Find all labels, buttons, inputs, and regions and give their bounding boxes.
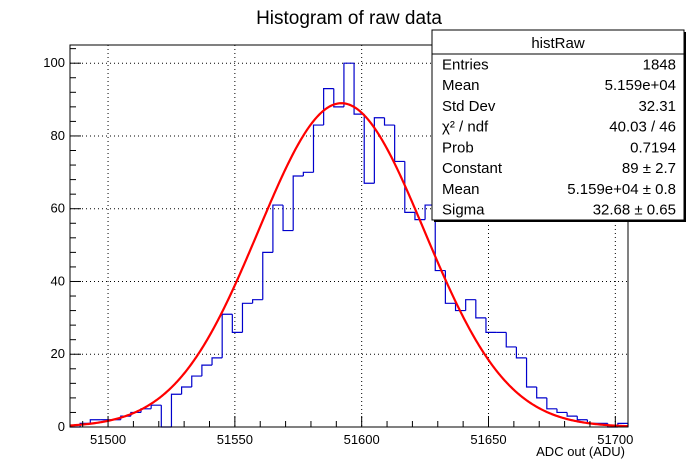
chart-title: Histogram of raw data — [256, 8, 442, 29]
histogram-bin — [150, 404, 162, 409]
histogram-bin — [465, 299, 476, 311]
stats-row-label: Sigma — [442, 202, 485, 219]
y-tick-label: 20 — [51, 346, 65, 361]
histogram-bin — [475, 299, 486, 319]
histogram-bin — [373, 117, 385, 184]
histogram-bin — [312, 124, 324, 173]
y-tick-label: 0 — [58, 419, 65, 434]
axes: 51500 51550 51600 51650 51700 0 20 40 60 80 100 — [43, 48, 633, 447]
stats-row-label: Constant — [442, 160, 503, 177]
histogram-bin — [454, 303, 466, 312]
histogram-bin — [414, 212, 426, 221]
histogram-bin — [262, 251, 273, 300]
stats-row-value: 89 ± 2.7 — [622, 160, 676, 177]
x-tick-label: 51700 — [597, 432, 633, 447]
stats-row-value: 1848 — [643, 56, 676, 73]
histogram-bin — [556, 408, 568, 414]
stats-row-value: 32.68 ± 0.65 — [593, 202, 676, 219]
histogram-bin — [221, 313, 233, 358]
histogram-bin — [383, 117, 395, 126]
histogram-bin — [525, 357, 537, 388]
stats-row-label: Mean — [442, 77, 480, 94]
histogram-bin — [566, 412, 578, 417]
histogram-series — [70, 62, 629, 428]
x-axis-label: ADC out (ADU) — [536, 444, 625, 459]
y-tick-label: 80 — [51, 128, 65, 143]
histogram-bin — [343, 62, 355, 107]
fit-curve-series — [69, 102, 629, 428]
stats-row-value: 5.159e+04 — [605, 77, 676, 94]
histogram-bin — [323, 88, 334, 126]
histogram-bin — [231, 314, 243, 334]
stats-box-title: histRaw — [531, 35, 585, 52]
x-tick-label: 51650 — [470, 432, 506, 447]
x-tick-label: 51600 — [344, 432, 380, 447]
gaussian-fit-curve — [69, 102, 629, 428]
histogram-bin — [515, 346, 527, 359]
histogram-bin — [170, 393, 182, 427]
y-tick-label: 40 — [51, 273, 65, 288]
histogram-bin — [292, 175, 304, 231]
histogram-bin — [252, 299, 263, 304]
stats-row-value: 0.7194 — [630, 139, 676, 156]
stats-row-label: Prob — [442, 139, 474, 156]
histogram-bin — [302, 171, 314, 176]
x-tick-label: 51500 — [90, 432, 126, 447]
histogram-bin — [394, 125, 405, 163]
histogram-bin — [211, 357, 223, 366]
histogram-bin — [546, 397, 557, 410]
histogram-bin — [89, 419, 101, 424]
stats-row-label: Entries — [442, 56, 489, 73]
stats-row-label: Mean — [442, 181, 480, 198]
y-tick-label: 60 — [51, 201, 65, 216]
stats-row-value: 5.159e+04 ± 0.8 — [567, 181, 676, 198]
histogram-bin — [404, 161, 415, 213]
stats-row-label: χ² / ndf — [442, 119, 489, 136]
histogram-bin — [282, 205, 294, 232]
histogram-bin — [363, 114, 375, 184]
stats-row-value: 32.31 — [638, 98, 676, 115]
histogram-bin — [181, 386, 192, 395]
x-tick-label: 51550 — [217, 432, 253, 447]
histogram-bin — [333, 88, 344, 108]
histogram-bin — [160, 405, 172, 428]
y-tick-label: 100 — [43, 55, 65, 70]
histogram-bin — [353, 63, 365, 115]
histogram-bin — [536, 386, 547, 399]
stats-row-value: 40.03 / 46 — [609, 119, 676, 136]
histogram-bin — [191, 375, 202, 387]
stats-row-label: Std Dev — [442, 98, 496, 115]
histogram-bin — [272, 204, 284, 253]
stats-box-frame — [431, 29, 685, 221]
histogram-bin — [485, 317, 497, 334]
histogram-bin — [201, 364, 213, 377]
histogram-bin — [241, 302, 253, 333]
histogram-bin — [576, 416, 588, 421]
histogram-bin — [505, 332, 517, 348]
plot-frame — [69, 44, 629, 428]
stats-box: histRaw Entries 1848 Mean 5.159e+04 Std Dev 32… — [431, 29, 686, 222]
